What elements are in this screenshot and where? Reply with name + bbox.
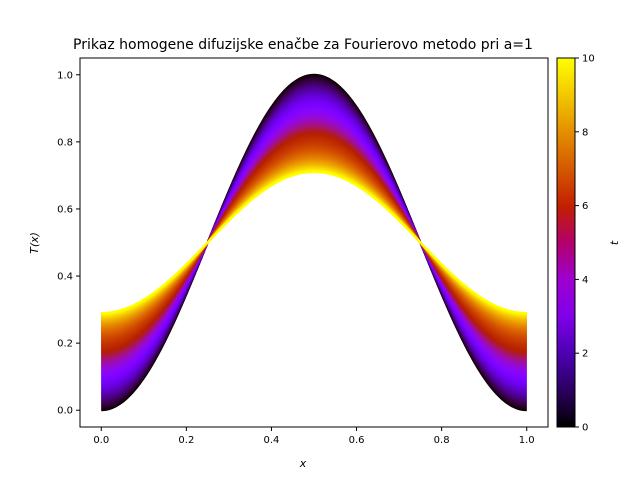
plot-frame	[79, 57, 549, 428]
x-tick-label: 0.0	[93, 435, 109, 446]
colorbar-tick-label: 4	[582, 275, 588, 286]
colorbar-tick-label: 6	[582, 201, 588, 212]
x-axis-label: x	[299, 457, 307, 470]
colorbar-tick-label: 8	[582, 127, 588, 138]
x-tick-label: 1.0	[519, 435, 535, 446]
y-tick-label: 1.0	[57, 70, 73, 81]
chart-title: Prikaz homogene difuzijske enačbe za Fou…	[73, 37, 533, 53]
y-tick-label: 0.2	[57, 339, 73, 350]
y-axis-ticks: 0.0 0.2 0.4 0.6 0.8 1.0	[57, 70, 80, 417]
colorbar-tick-label: 10	[582, 54, 595, 65]
y-tick-label: 0.8	[57, 137, 73, 148]
y-tick-label: 0.4	[57, 272, 73, 283]
curve-family	[101, 73, 527, 412]
colorbar-tick-label: 2	[582, 349, 588, 360]
temperature-curve	[101, 171, 527, 314]
y-tick-label: 0.0	[57, 406, 73, 417]
colorbar-ticks: 0 2 4 6 8 10	[575, 54, 595, 434]
x-tick-label: 0.4	[264, 435, 280, 446]
colorbar-frame	[556, 57, 576, 428]
y-tick-label: 0.6	[57, 204, 73, 215]
colorbar-label: t	[608, 240, 621, 245]
colorbar-tick-label: 0	[582, 423, 588, 434]
x-tick-label: 0.2	[178, 435, 194, 446]
x-tick-label: 0.8	[434, 435, 450, 446]
colorbar	[557, 58, 575, 427]
x-axis-ticks: 0.0 0.2 0.4 0.6 0.8 1.0	[93, 427, 535, 446]
x-tick-label: 0.6	[349, 435, 365, 446]
y-axis-label: T(x)	[28, 232, 41, 254]
